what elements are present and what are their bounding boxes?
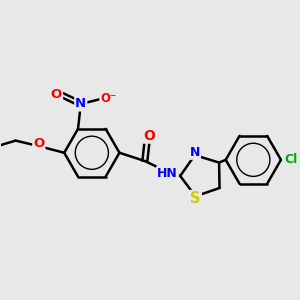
Text: O⁻: O⁻: [100, 92, 116, 105]
Text: HN: HN: [157, 167, 178, 180]
Text: O: O: [33, 137, 44, 150]
Text: N: N: [75, 98, 86, 110]
Text: O: O: [143, 129, 155, 142]
Text: Cl: Cl: [284, 153, 298, 166]
Text: N: N: [190, 146, 200, 159]
Text: S: S: [190, 191, 201, 206]
Text: O: O: [51, 88, 62, 100]
